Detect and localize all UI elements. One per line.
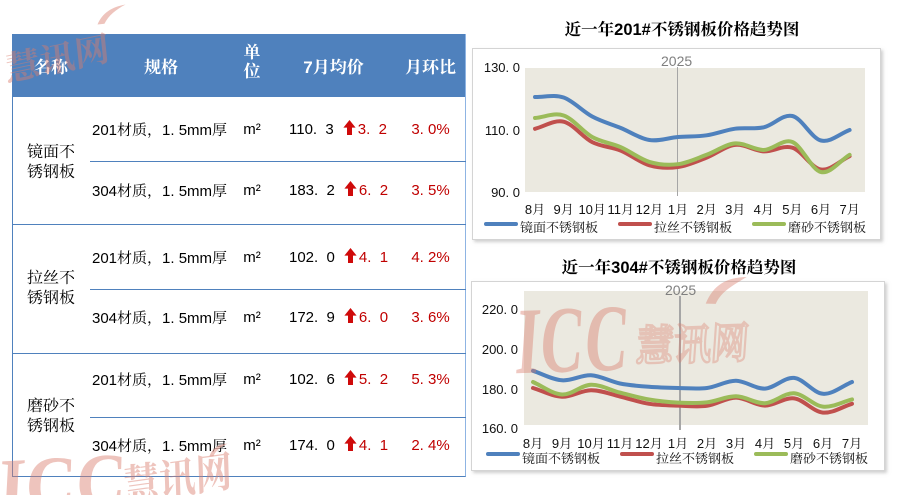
svg-text:ICC: ICC <box>0 440 129 495</box>
svg-text:慧讯网: 慧讯网 <box>3 21 112 92</box>
svg-text:ICC: ICC <box>513 284 633 394</box>
svg-text:慧讯网: 慧讯网 <box>635 310 751 374</box>
svg-text:ICC: ICC <box>0 29 6 110</box>
